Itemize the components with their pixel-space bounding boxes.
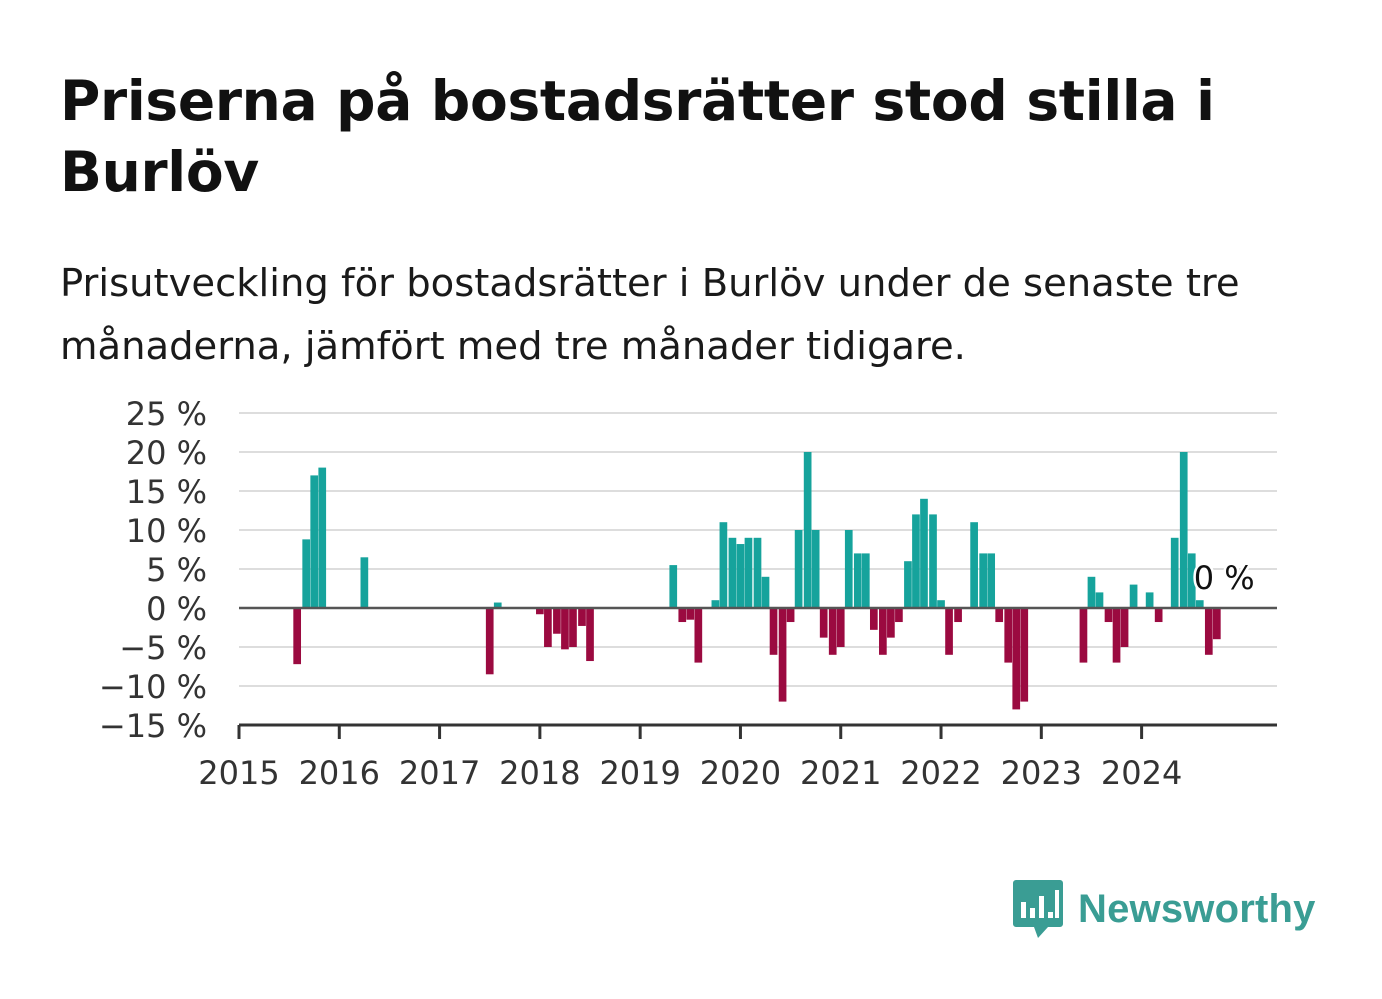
x-tick-label: 2023 [1001, 754, 1082, 792]
bar [569, 608, 577, 647]
bar [678, 608, 687, 623]
bar [1004, 608, 1013, 663]
y-tick-label: 5 % [146, 551, 207, 589]
bar [302, 539, 311, 608]
bar [853, 553, 862, 608]
y-tick-label: −15 % [99, 707, 207, 745]
bar [861, 553, 870, 608]
bar [1187, 553, 1196, 608]
bar [310, 475, 319, 608]
bar [1112, 608, 1121, 663]
bar [836, 608, 845, 647]
bar [786, 608, 795, 623]
bar [360, 557, 369, 608]
bar [669, 565, 678, 608]
x-tick-label: 2017 [399, 754, 480, 792]
bar [929, 514, 937, 608]
y-tick-label: 0 % [146, 590, 207, 628]
bar [1170, 537, 1179, 608]
bar [293, 608, 302, 665]
bar [1120, 608, 1129, 647]
y-tick-label: 25 % [126, 395, 207, 433]
bar [769, 608, 778, 655]
chart-title: Priserna på bostadsrätter stod stilla i … [60, 69, 1215, 204]
bar [544, 608, 552, 647]
bar [979, 553, 987, 608]
y-tick-label: 10 % [126, 512, 207, 550]
bar [819, 608, 828, 638]
y-tick-label: −5 % [119, 629, 207, 667]
bar [736, 544, 745, 608]
brand-name: Newsworthy [1078, 886, 1316, 931]
bar [578, 608, 586, 626]
bar [1012, 608, 1021, 710]
y-tick-label: 15 % [126, 473, 207, 511]
bar [844, 530, 853, 608]
bar [1129, 584, 1138, 608]
bar [719, 522, 728, 608]
bar [987, 553, 996, 608]
bar-chart-speech-bubble-icon [1013, 880, 1063, 938]
bar [753, 537, 762, 608]
bar [761, 576, 770, 608]
bar [970, 522, 978, 608]
bar [945, 608, 953, 655]
bar [493, 602, 502, 608]
bar [803, 452, 812, 608]
bar [1087, 576, 1096, 608]
bar [794, 530, 803, 608]
x-tick-label: 2021 [800, 754, 881, 792]
bar [778, 608, 787, 702]
bar [553, 608, 561, 634]
bar [995, 608, 1004, 623]
end-value-label: 0 % [1194, 559, 1255, 597]
bar [1104, 608, 1113, 623]
bar [744, 537, 753, 608]
bar [561, 608, 569, 650]
bar [1020, 608, 1029, 702]
bar [887, 608, 895, 638]
x-tick-label: 2018 [499, 754, 580, 792]
bar [728, 537, 737, 608]
bar [1212, 608, 1221, 640]
x-tick-label: 2024 [1101, 754, 1182, 792]
bar [586, 608, 594, 662]
bar [1079, 608, 1088, 663]
y-tick-label: 20 % [126, 434, 207, 472]
bar [904, 561, 912, 608]
y-tick-label: −10 % [99, 668, 207, 706]
bar [536, 608, 544, 615]
bar [920, 498, 928, 608]
bar [1195, 600, 1204, 608]
bar [912, 514, 920, 608]
x-tick-label: 2016 [299, 754, 380, 792]
x-tick-label: 2020 [700, 754, 781, 792]
bar [937, 600, 945, 608]
bar [869, 608, 878, 630]
bar [485, 608, 494, 675]
bar [1179, 452, 1188, 608]
bar [1204, 608, 1213, 655]
bar [318, 467, 327, 608]
chart-subtitle: Prisutveckling för bostadsrätter i Burlö… [60, 261, 1240, 369]
bar [694, 608, 703, 663]
x-tick-label: 2019 [599, 754, 680, 792]
brand-logo: Newsworthy [1012, 878, 1316, 940]
bar [711, 600, 720, 608]
bar [1145, 592, 1154, 608]
bar [895, 608, 903, 623]
bar [828, 608, 837, 655]
bar [1154, 608, 1163, 623]
bar [879, 608, 887, 655]
bar [1095, 592, 1104, 608]
x-tick-label: 2015 [198, 754, 279, 792]
bar [686, 608, 695, 620]
bar [811, 530, 820, 608]
x-tick-label: 2022 [900, 754, 981, 792]
bar [954, 608, 962, 623]
